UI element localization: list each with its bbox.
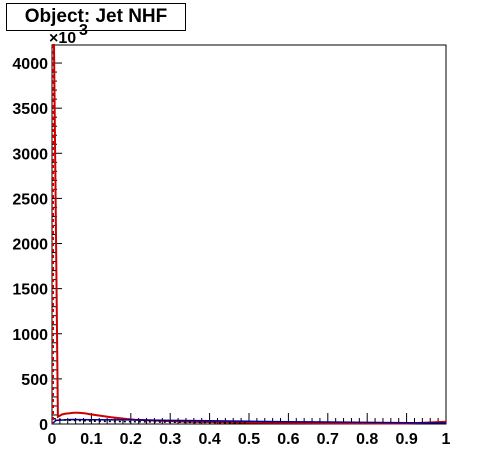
plot-frame [51,44,447,425]
y-tick-label: 0 [39,417,48,434]
y-tick-label: 2000 [12,237,48,254]
y-tick-label: 3000 [12,146,48,163]
y-tick-label: 4000 [12,56,48,73]
x-tick-label: 0.2 [120,431,142,448]
x-tick-label: 0.8 [356,431,378,448]
y-tick-label: 3500 [12,101,48,118]
y-multiplier-exponent: 3 [79,22,88,39]
x-tick-label: 1 [442,431,451,448]
y-tick-label: 1500 [12,282,48,299]
y-multiplier-label: ×10 [49,30,76,47]
x-tick-label: 0.3 [159,431,181,448]
chart-title-box: Object: Jet NHF [6,3,186,31]
y-tick-label: 500 [21,372,48,389]
x-tick-label: 0.1 [80,431,102,448]
x-tick-label: 0.4 [198,431,220,448]
x-axis: 0 0.1 0.2 0.3 0.4 0.5 0.6 0.7 0.8 0.9 1 [48,413,451,448]
x-tick-label: 0.7 [317,431,339,448]
series-line-blue-line [51,418,447,425]
x-tick-label: 0.5 [238,431,260,448]
y-tick-label: 1000 [12,327,48,344]
x-tick-label: 0 [48,431,57,448]
series-line-red-line [52,44,447,425]
series-layer [51,44,447,425]
x-tick-label: 0.9 [395,431,417,448]
series-line-black-dotted [53,417,250,424]
x-tick-label: 0.6 [277,431,299,448]
y-tick-label: 2500 [12,191,48,208]
chart-title: Object: Jet NHF [24,6,168,27]
